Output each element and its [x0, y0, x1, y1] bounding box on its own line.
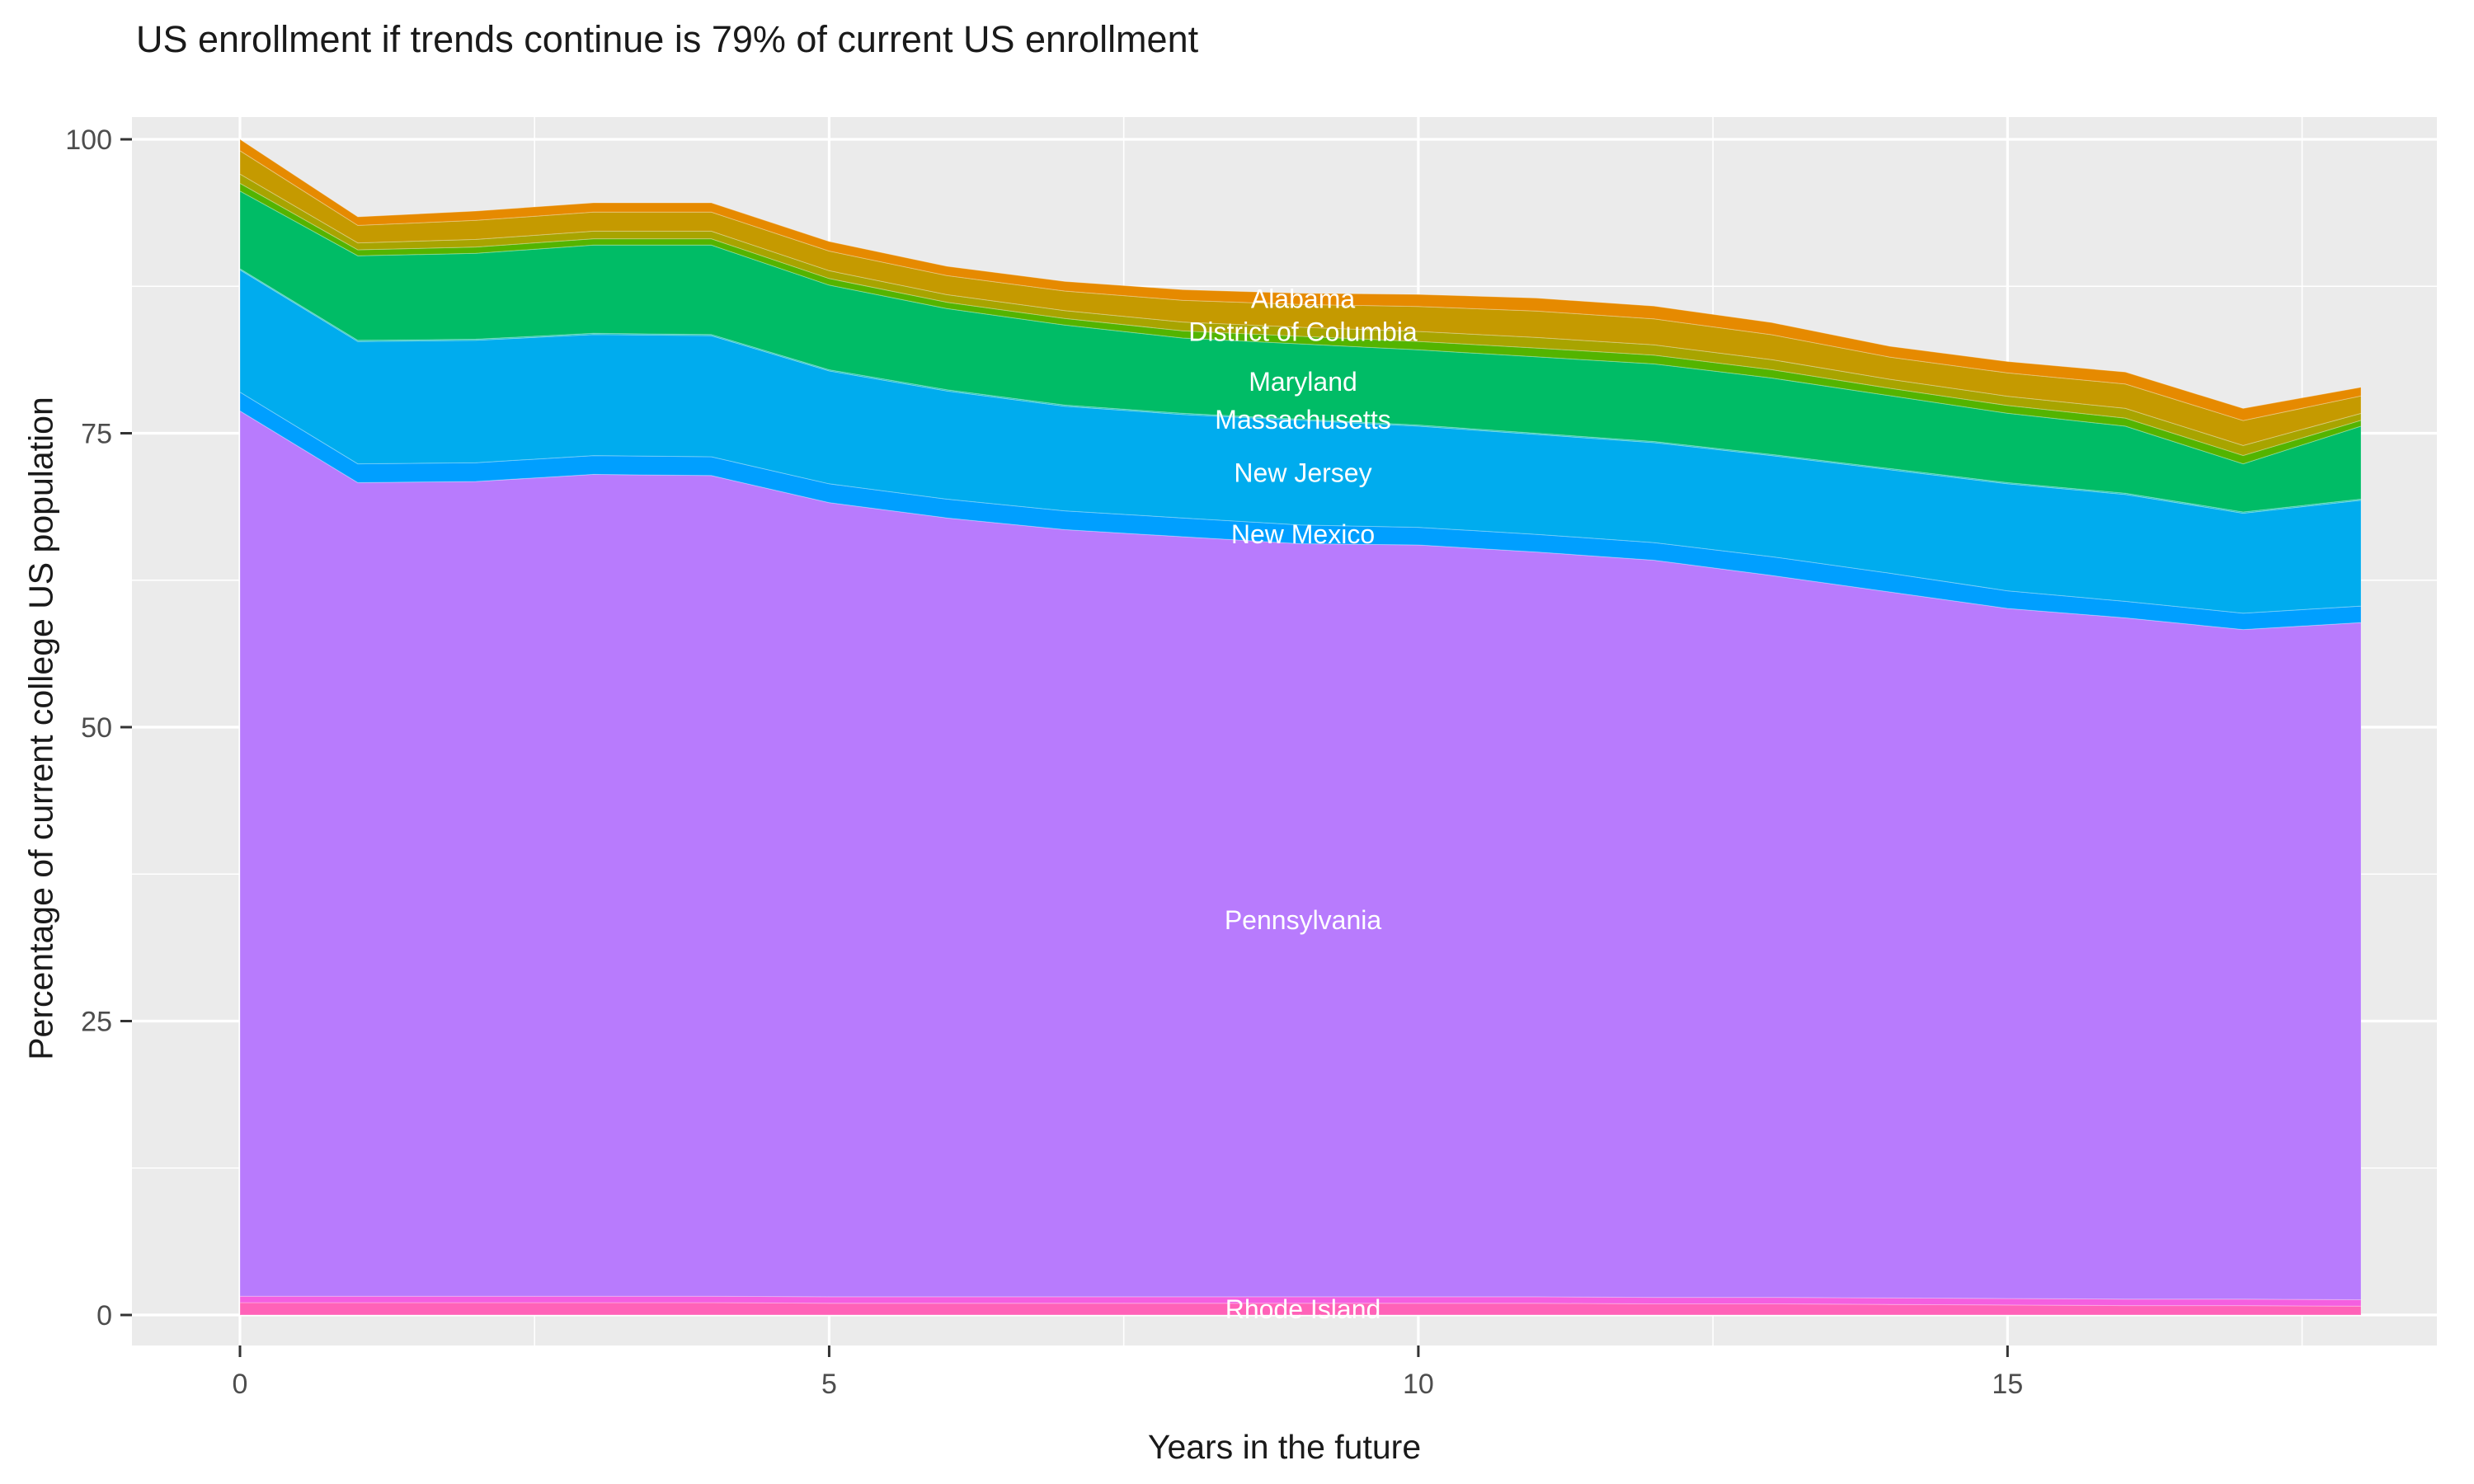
area-band-district-of-columbia: [239, 173, 2362, 457]
chart-title: US enrollment if trends continue is 79% …: [136, 18, 1199, 60]
area-label-pennsylvania: Pennsylvania: [1225, 905, 1382, 935]
y-tick-label: 75: [81, 419, 112, 450]
x-tick-label: 10: [1403, 1369, 1434, 1400]
area-band-maryland: [239, 190, 2362, 513]
area-label-maryland: Maryland: [1249, 367, 1357, 397]
area-labels: Rhode Island Pennsylvania New Mexico New Je…: [1188, 284, 1418, 1323]
area-label-massachusetts: Massachusetts: [1215, 405, 1390, 434]
area-label-alabama: Alabama: [1251, 284, 1356, 313]
area-label-district-of-columbia: District of Columbia: [1188, 317, 1418, 346]
area-band-new-mexico: [239, 391, 2362, 631]
axes: 0 5 10 15 0 25 50 75 100: [65, 124, 2023, 1400]
y-tick-label: 50: [81, 712, 112, 744]
area-bands: [239, 139, 2362, 1316]
y-tick-label: 0: [96, 1300, 112, 1331]
area-label-new-mexico: New Mexico: [1231, 519, 1375, 549]
area-band-alabama: [239, 139, 2362, 421]
x-tick-label: 0: [233, 1369, 248, 1400]
x-tick-label: 15: [1992, 1369, 2023, 1400]
x-axis-title: Years in the future: [1147, 1428, 1422, 1466]
area-label-rhode-island: Rhode Island: [1225, 1294, 1381, 1324]
y-tick-label: 100: [65, 124, 112, 156]
y-tick-label: 25: [81, 1007, 112, 1038]
x-tick-label: 5: [821, 1369, 837, 1400]
area-label-new-jersey: New Jersey: [1234, 458, 1371, 487]
